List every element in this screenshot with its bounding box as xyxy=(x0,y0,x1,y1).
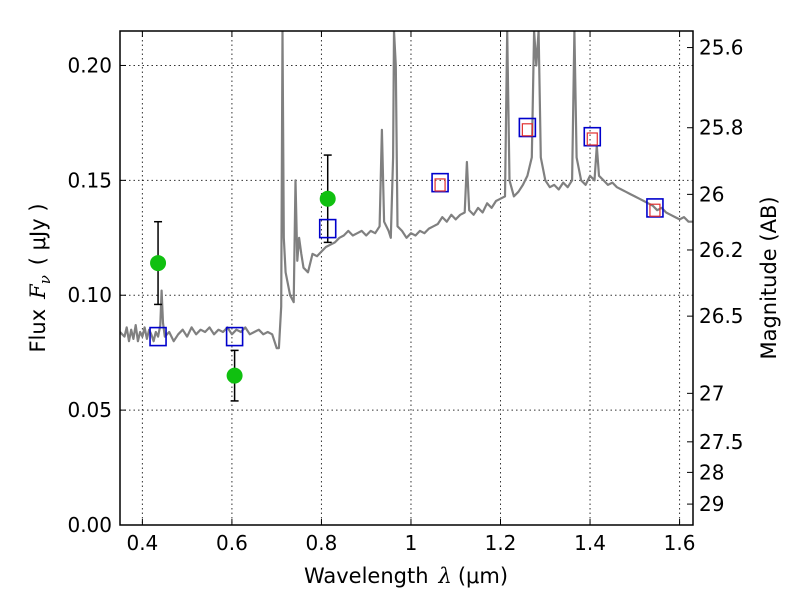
x-tick-label: 1.6 xyxy=(664,531,696,555)
y2-axis-label: Magnitude (AB) xyxy=(757,196,781,359)
x-tick-label: 0.4 xyxy=(126,531,158,555)
x-axis-label: Wavelength λ (μm) xyxy=(304,564,508,588)
y-axis-label: FluxFν( μJy ) xyxy=(26,203,54,352)
x-tick-label: 0.8 xyxy=(306,531,338,555)
y-tick-label: 0.00 xyxy=(67,513,112,537)
y2-tick-label: 27 xyxy=(699,381,724,405)
y-tick-label: 0.10 xyxy=(67,283,112,307)
y-tick-label: 0.15 xyxy=(67,168,112,192)
spectrum-line xyxy=(120,31,693,350)
y2-tick-label: 25.8 xyxy=(699,116,744,140)
y2-tick-label: 28 xyxy=(699,460,724,484)
model-photometry-square xyxy=(318,218,337,239)
x-tick-label: 1.4 xyxy=(574,531,606,555)
inner-photometry-square xyxy=(586,132,598,146)
y2-tick-label: 26.2 xyxy=(699,238,744,262)
y2-tick-label: 26 xyxy=(699,182,724,206)
model-photometry-square xyxy=(646,198,664,218)
model-photometry-square xyxy=(431,172,449,193)
model-photometry-square xyxy=(583,126,602,147)
model-photometry-square xyxy=(149,326,167,347)
ticks: 0.4 0.6 0.8 1 1.2 1.4 1.6 0.00 0.05 0.10 0.15 0.20 2… xyxy=(67,31,744,555)
inner-photometry-square xyxy=(434,178,446,192)
model-photometry-square xyxy=(225,326,244,347)
inner-photometry-square xyxy=(521,123,533,137)
y-tick-label: 0.20 xyxy=(67,53,112,77)
y2-tick-label: 29 xyxy=(699,492,724,516)
x-tick-label: 0.6 xyxy=(216,531,248,555)
inner-photometry-square xyxy=(649,203,661,217)
x-tick-label: 1 xyxy=(405,531,418,555)
observed-point xyxy=(319,190,336,207)
grid xyxy=(120,31,693,526)
observed-point xyxy=(150,255,167,272)
plot-frame xyxy=(119,30,694,526)
y-tick-label: 0.05 xyxy=(67,398,112,422)
data-layer xyxy=(120,31,693,402)
y2-tick-label: 27.5 xyxy=(699,430,744,454)
model-photometry-square xyxy=(518,117,537,138)
x-tick-label: 1.2 xyxy=(485,531,517,555)
y2-tick-label: 26.5 xyxy=(699,304,744,328)
y2-tick-label: 25.6 xyxy=(699,36,744,60)
observed-point xyxy=(226,367,243,384)
